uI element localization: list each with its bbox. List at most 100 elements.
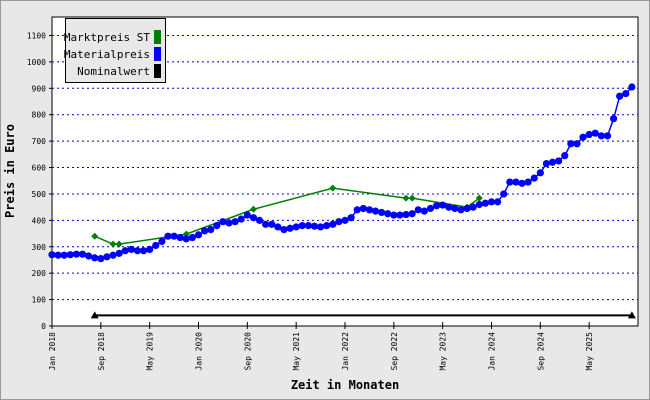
point [329, 184, 337, 192]
y-tick-label: 1000 [27, 58, 46, 67]
point [371, 207, 380, 215]
point [463, 204, 471, 213]
point [487, 198, 496, 206]
point [304, 222, 312, 230]
point [585, 130, 593, 139]
point [182, 235, 190, 243]
point [109, 240, 117, 248]
point [115, 240, 123, 248]
point [133, 247, 142, 255]
point [439, 201, 447, 209]
legend-label: Nominalwert [77, 65, 150, 78]
point [512, 178, 520, 186]
point [316, 223, 325, 231]
point [548, 158, 557, 166]
point [237, 215, 245, 223]
point [542, 159, 551, 168]
x-tick-label: May 2021 [292, 332, 301, 371]
point [627, 311, 636, 319]
point [262, 220, 270, 228]
x-tick-label: May 2023 [439, 332, 448, 371]
y-tick-label: 100 [32, 296, 47, 305]
point [164, 232, 172, 240]
point [78, 250, 87, 258]
point [341, 216, 349, 224]
point [176, 233, 184, 242]
point [579, 133, 587, 141]
y-tick-label: 500 [32, 190, 47, 199]
point [591, 129, 599, 137]
y-tick-label: 0 [41, 322, 46, 331]
point [628, 83, 636, 91]
x-tick-label: Sep 2018 [97, 332, 106, 371]
point [115, 249, 123, 257]
point [445, 203, 453, 211]
point [85, 252, 93, 260]
point [518, 179, 526, 187]
y-tick-label: 700 [32, 137, 47, 146]
point [298, 222, 306, 230]
point [109, 251, 117, 259]
point [603, 132, 612, 140]
point [536, 169, 544, 177]
point [390, 211, 398, 219]
point [469, 203, 477, 211]
point [146, 245, 154, 254]
x-axis-title: Zeit in Monaten [291, 378, 399, 392]
point [500, 190, 508, 198]
point [274, 223, 282, 231]
x-tick-label: Jan 2018 [48, 332, 57, 371]
point [188, 233, 196, 242]
point [573, 140, 581, 148]
point [90, 311, 99, 319]
point [506, 178, 514, 186]
x-tick-label: May 2019 [146, 332, 155, 371]
point [323, 222, 331, 230]
point [432, 202, 441, 210]
point [475, 200, 483, 209]
point [396, 211, 404, 219]
point [353, 206, 361, 214]
point [555, 157, 563, 165]
point [243, 211, 251, 219]
point [280, 226, 288, 234]
point [54, 251, 62, 259]
point [219, 218, 227, 226]
point [384, 210, 392, 218]
point [91, 254, 99, 262]
point [530, 174, 538, 182]
point [408, 194, 416, 202]
y-tick-label: 600 [32, 164, 47, 173]
point [286, 224, 294, 232]
point [194, 231, 203, 239]
x-tick-label: Sep 2020 [243, 332, 252, 371]
legend-swatch [154, 47, 161, 61]
y-tick-label: 1100 [27, 31, 46, 40]
y-tick-label: 400 [32, 216, 47, 225]
point [152, 241, 160, 250]
point [329, 220, 337, 228]
point [207, 226, 215, 234]
point [310, 222, 319, 230]
point [91, 232, 99, 240]
point [231, 218, 239, 226]
legend-label: Materialpreis [64, 48, 150, 61]
legend-swatch [154, 64, 161, 78]
point [268, 220, 276, 228]
y-tick-label: 200 [32, 269, 47, 278]
point [139, 247, 148, 255]
point [60, 251, 68, 259]
point [72, 250, 81, 258]
x-tick-label: Jan 2020 [195, 332, 204, 371]
y-tick-label: 900 [32, 84, 47, 93]
point [494, 198, 502, 206]
point [121, 247, 129, 255]
point [402, 194, 410, 202]
y-axis-title: Preis in Euro [3, 124, 17, 218]
point [249, 214, 258, 222]
point [609, 115, 618, 123]
point [481, 199, 489, 207]
legend-box [65, 18, 166, 83]
point [335, 218, 343, 226]
